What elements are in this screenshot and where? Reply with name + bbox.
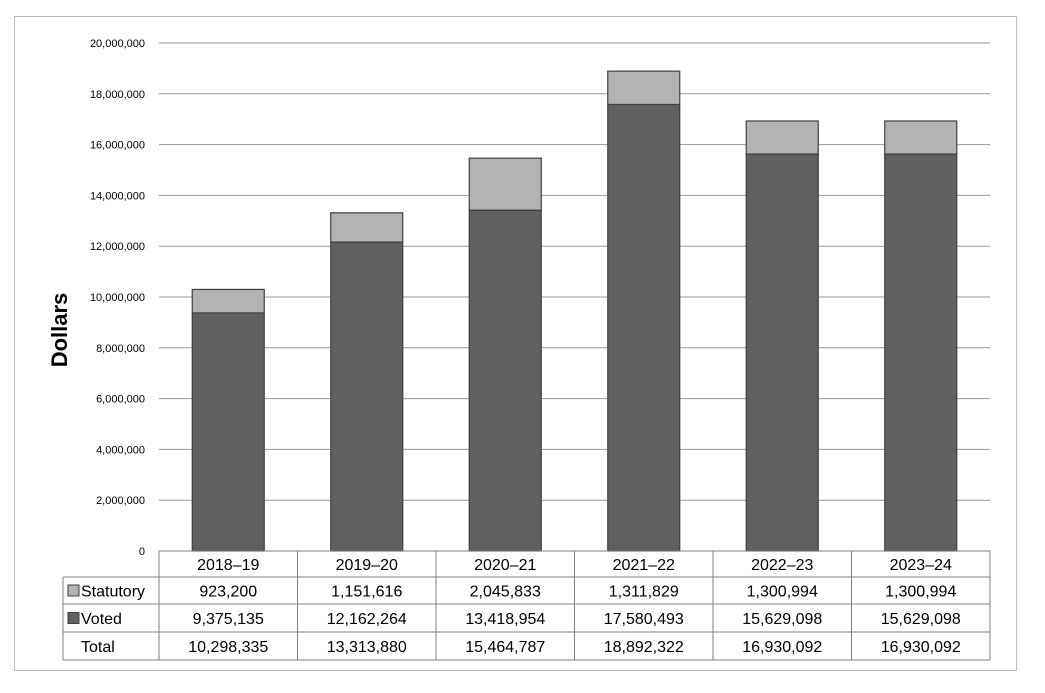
x-tick-label: 2021–22 <box>613 557 675 574</box>
bar-statutory <box>468 157 542 211</box>
bar-statutory <box>884 120 958 155</box>
x-tick-label: 2018–19 <box>197 557 259 574</box>
y-tick-label: 20,000,000 <box>90 38 145 50</box>
data-label-statutory: 1,311,829 <box>609 584 679 601</box>
x-tick-label: 2019–20 <box>336 557 398 574</box>
data-label-voted: 15,629,098 <box>881 611 961 628</box>
data-label-total: 10,298,335 <box>188 639 268 656</box>
bar-voted <box>607 103 681 552</box>
y-tick-label: 8,000,000 <box>96 343 145 355</box>
bar-statutory <box>330 212 404 243</box>
x-tick-label: 2020–21 <box>474 557 536 574</box>
x-tick-label: 2023–24 <box>890 557 952 574</box>
y-tick-label: 14,000,000 <box>90 190 145 202</box>
gridlines <box>159 42 990 552</box>
table-row-label: Voted <box>81 611 122 628</box>
x-tick-label: 2022–23 <box>751 557 813 574</box>
y-tick-label: 12,000,000 <box>90 241 145 253</box>
bars <box>191 70 958 552</box>
y-tick-label: 18,000,000 <box>90 89 145 101</box>
bar-voted <box>330 241 404 552</box>
table-row-label: Total <box>81 639 115 656</box>
y-axis-label: Dollars <box>47 293 72 368</box>
data-label-statutory: 923,200 <box>199 584 257 601</box>
bar-voted <box>191 312 265 552</box>
data-label-voted: 9,375,135 <box>193 611 264 628</box>
data-label-voted: 17,580,493 <box>604 611 684 628</box>
data-label-statutory: 1,151,616 <box>331 584 402 601</box>
data-label-statutory: 1,300,994 <box>747 584 818 601</box>
y-axis-ticks: 0 2,000,000 4,000,000 6,000,000 8,000,000 10,… <box>90 38 145 558</box>
data-label-total: 13,313,880 <box>327 639 407 656</box>
data-table: 2018–19 2019–20 2020–21 2021–22 2022–23 2023–… <box>62 550 991 661</box>
data-label-voted: 13,418,954 <box>465 611 545 628</box>
chart-frame <box>14 16 1017 671</box>
bar-voted <box>884 153 958 552</box>
bar-statutory <box>745 120 819 155</box>
data-label-total: 16,930,092 <box>742 639 822 656</box>
y-tick-label: 4,000,000 <box>96 444 145 456</box>
bar-voted <box>745 153 819 552</box>
data-label-voted: 15,629,098 <box>742 611 822 628</box>
data-label-voted: 12,162,264 <box>327 611 407 628</box>
y-tick-label: 0 <box>139 546 145 558</box>
y-tick-label: 6,000,000 <box>96 394 145 406</box>
legend-swatch-voted <box>67 612 80 624</box>
data-label-statutory: 2,045,833 <box>470 584 541 601</box>
y-tick-label: 10,000,000 <box>90 292 145 304</box>
legend-swatch-statutory <box>67 584 80 597</box>
bar-voted <box>468 209 542 552</box>
bar-statutory <box>191 288 265 314</box>
y-tick-label: 16,000,000 <box>90 140 145 152</box>
data-label-total: 16,930,092 <box>881 639 961 656</box>
data-label-total: 15,464,787 <box>465 639 545 656</box>
table-row-label: Statutory <box>81 584 145 601</box>
data-label-total: 18,892,322 <box>604 639 684 656</box>
data-label-statutory: 1,300,994 <box>885 584 956 601</box>
y-tick-label: 2,000,000 <box>96 495 145 507</box>
bar-statutory <box>607 70 681 106</box>
